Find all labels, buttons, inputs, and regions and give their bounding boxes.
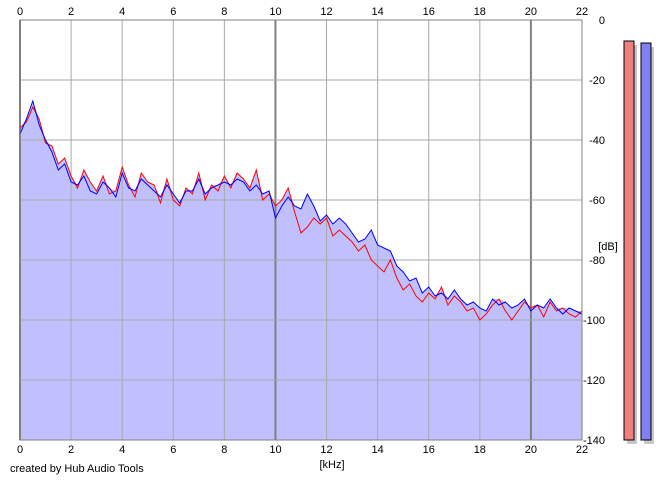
x-tick-label-top: 6 bbox=[170, 6, 176, 18]
x-tick-label-bottom: 0 bbox=[17, 444, 23, 456]
x-tick-label-top: 4 bbox=[119, 6, 125, 18]
x-tick-label-bottom: 10 bbox=[269, 444, 281, 456]
tick-labels-layer: 002244668810101212141416161818202022220-… bbox=[17, 6, 605, 456]
series-layer bbox=[19, 99, 583, 321]
y-tick-label: -60 bbox=[589, 195, 605, 207]
x-tick-label-top: 14 bbox=[372, 6, 384, 18]
y-tick-label: -20 bbox=[589, 75, 605, 87]
y-tick-label: 0 bbox=[599, 15, 605, 27]
spectrum-fill bbox=[20, 101, 582, 440]
x-tick-label-bottom: 12 bbox=[320, 444, 332, 456]
plot-frame-layer bbox=[19, 19, 583, 441]
x-tick-label-bottom: 22 bbox=[576, 444, 588, 456]
x-tick-label-top: 10 bbox=[269, 6, 281, 18]
y-axis-label: [dB] bbox=[598, 241, 618, 253]
x-tick-label-top: 8 bbox=[221, 6, 227, 18]
series-line-red bbox=[19, 105, 583, 321]
y-tick-label: -100 bbox=[583, 315, 605, 327]
x-tick-label-top: 16 bbox=[423, 6, 435, 18]
level-meter-right bbox=[640, 42, 652, 441]
spectrum-fill-layer bbox=[20, 101, 582, 440]
y-tick-label: -80 bbox=[589, 255, 605, 267]
credit-text: created by Hub Audio Tools bbox=[10, 463, 144, 475]
x-tick-label-bottom: 16 bbox=[423, 444, 435, 456]
plot-border bbox=[19, 19, 583, 441]
x-tick-label-top: 0 bbox=[17, 6, 23, 18]
series-line-blue bbox=[19, 99, 583, 315]
x-tick-label-top: 20 bbox=[525, 6, 537, 18]
x-tick-label-top: 2 bbox=[68, 6, 74, 18]
x-tick-label-top: 22 bbox=[576, 6, 588, 18]
y-tick-label: -140 bbox=[583, 435, 605, 447]
level-meters bbox=[623, 40, 654, 444]
x-tick-label-bottom: 4 bbox=[119, 444, 125, 456]
x-tick-label-bottom: 14 bbox=[372, 444, 384, 456]
x-tick-label-bottom: 18 bbox=[474, 444, 486, 456]
level-meter-left bbox=[623, 40, 635, 441]
x-tick-label-bottom: 2 bbox=[68, 444, 74, 456]
x-tick-label-top: 18 bbox=[474, 6, 486, 18]
x-tick-label-bottom: 20 bbox=[525, 444, 537, 456]
x-tick-label-bottom: 6 bbox=[170, 444, 176, 456]
y-tick-label: -120 bbox=[583, 375, 605, 387]
x-tick-label-top: 12 bbox=[320, 6, 332, 18]
x-tick-label-bottom: 8 bbox=[221, 444, 227, 456]
x-axis-label: [kHz] bbox=[319, 459, 344, 471]
y-tick-label: -40 bbox=[589, 135, 605, 147]
